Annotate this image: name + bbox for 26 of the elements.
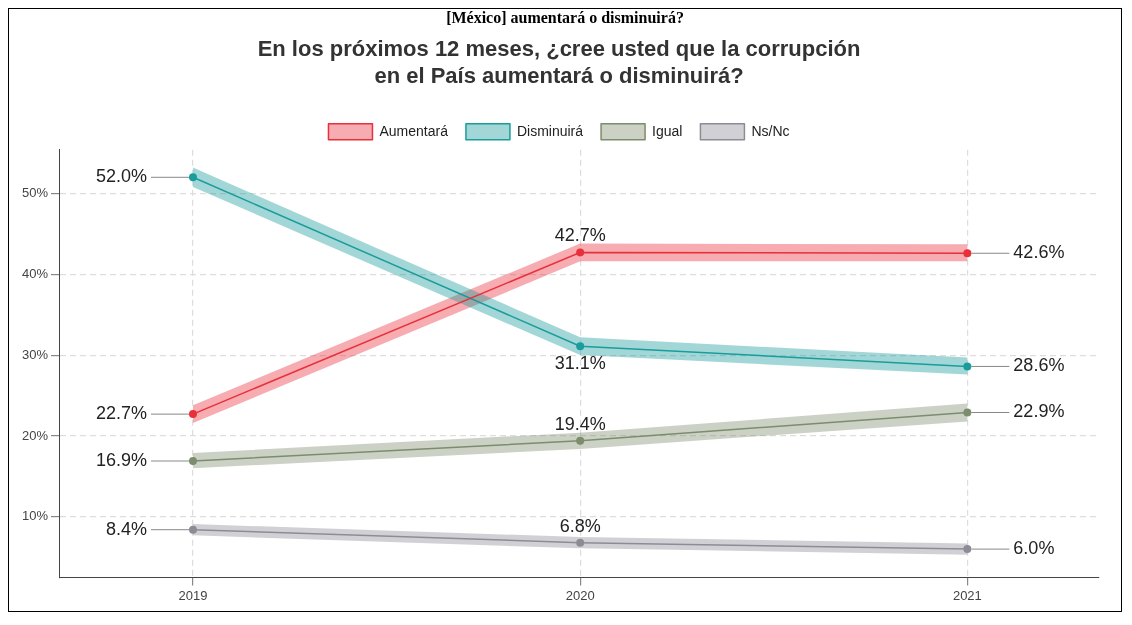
y-tick-label: 10% (21, 508, 49, 524)
text: 19.4% (554, 413, 606, 434)
x-tick-label: 2021 (952, 587, 982, 603)
y-tick-label: 50% (21, 185, 49, 201)
text: 31.1% (554, 353, 606, 374)
text: 22.7% (95, 403, 147, 424)
legend-label: Aumentará (379, 122, 449, 139)
text: 42.6% (1013, 242, 1065, 263)
text: 28.6% (1013, 355, 1065, 376)
x-tick-label: 2020 (565, 587, 595, 603)
text: 52.0% (95, 166, 147, 187)
text: [México] aumentará o disminuirá? (445, 9, 685, 27)
chart-title: En los próximos 12 meses, ¿cree usted que la corrupción en el País aumentará o disminuirá? (257, 36, 861, 88)
text: 8.4% (105, 518, 147, 539)
legend-label: Igual (652, 122, 683, 139)
text: 22.9% (1013, 401, 1065, 422)
x-tick-label: 2019 (178, 587, 208, 603)
legend-label: Ns/Nc (751, 122, 790, 139)
y-tick-label: 40% (21, 265, 49, 281)
text: 42.7% (554, 225, 606, 246)
legend-label: Disminuirá (516, 122, 584, 139)
y-tick-label: 30% (21, 346, 49, 362)
y-tick-label: 20% (21, 427, 49, 443)
text: 6.8% (559, 515, 601, 536)
text: 16.9% (95, 449, 147, 470)
text: 6.0% (1013, 538, 1055, 559)
